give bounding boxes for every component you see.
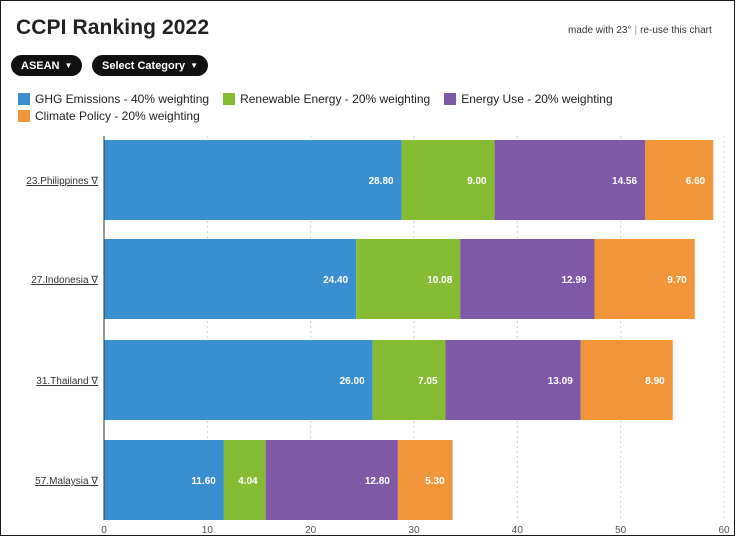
bar-segment[interactable]	[104, 340, 373, 420]
data-label: 5.30	[425, 476, 445, 487]
legend-swatch	[444, 92, 457, 105]
bar-segment[interactable]	[580, 340, 673, 420]
bar-segment[interactable]	[356, 239, 461, 319]
page-title: CCPI Ranking 2022	[16, 16, 210, 39]
bar-segment[interactable]	[104, 440, 224, 520]
data-label: 26.00	[340, 376, 365, 387]
bar-segment[interactable]	[104, 239, 357, 319]
category-label[interactable]: 57.Malaysia ∇	[35, 476, 98, 487]
link-separator: |	[634, 25, 638, 36]
bar-segment[interactable]	[401, 140, 495, 220]
data-label: 9.00	[467, 176, 487, 187]
legend-swatch	[18, 109, 30, 122]
bar-segment[interactable]	[372, 340, 446, 420]
bar-segment[interactable]	[494, 140, 646, 220]
legend-swatch	[223, 92, 236, 105]
data-label: 6.60	[686, 176, 706, 187]
data-label: 24.40	[323, 275, 348, 286]
header-links: made with 23° | re-use this chart	[568, 25, 712, 36]
data-label: 28.80	[369, 176, 394, 187]
bar-segment[interactable]	[594, 239, 695, 319]
x-tick-label: 30	[408, 525, 420, 536]
data-label: 12.99	[561, 275, 586, 286]
legend-item-renewable[interactable]: Renewable Energy - 20% weighting	[223, 91, 430, 106]
bar-segment[interactable]	[397, 440, 453, 520]
data-label: 13.09	[548, 376, 573, 387]
region-dropdown-label: ASEAN	[21, 59, 60, 72]
chevron-down-icon: ▼	[64, 61, 73, 70]
legend-label: Energy Use - 20% weighting	[461, 91, 613, 106]
data-label: 7.05	[418, 376, 438, 387]
data-label: 9.70	[667, 275, 687, 286]
data-label: 8.90	[645, 376, 665, 387]
made-with-link[interactable]: made with 23°	[568, 25, 632, 36]
x-tick-label: 0	[101, 525, 107, 536]
bar-segment[interactable]	[645, 140, 714, 220]
data-label: 10.08	[427, 275, 452, 286]
reuse-chart-link[interactable]: re-use this chart	[640, 25, 712, 36]
legend-item-energy-use[interactable]: Energy Use - 20% weighting	[444, 91, 613, 106]
data-label: 14.56	[612, 176, 637, 187]
legend-label: Renewable Energy - 20% weighting	[240, 91, 431, 106]
data-label: 12.80	[365, 476, 390, 487]
category-label[interactable]: 31.Thailand ∇	[36, 376, 98, 387]
region-dropdown[interactable]: ASEAN ▼	[11, 55, 83, 76]
category-label[interactable]: 23.Philippines ∇	[26, 176, 98, 187]
data-label: 11.60	[191, 476, 216, 487]
category-label[interactable]: 27.Indonesia ∇	[31, 275, 98, 286]
category-dropdown-label: Select Category	[102, 59, 186, 72]
legend-item-climate-policy[interactable]: Climate Policy - 20% weighting	[18, 108, 200, 123]
legend-label: Climate Policy - 20% weighting	[35, 108, 200, 123]
x-tick-label: 40	[512, 525, 524, 536]
chevron-down-icon: ▼	[190, 61, 199, 70]
legend: GHG Emissions - 40% weighting Renewable …	[18, 91, 668, 123]
x-tick-label: 50	[615, 525, 627, 536]
category-dropdown[interactable]: Select Category ▼	[92, 55, 209, 76]
x-tick-label: 10	[202, 525, 214, 536]
bar-segment[interactable]	[445, 340, 581, 420]
legend-label: GHG Emissions - 40% weighting	[35, 91, 210, 106]
bar-segment[interactable]	[265, 440, 398, 520]
bar-segment[interactable]	[460, 239, 595, 319]
x-tick-label: 60	[718, 525, 730, 536]
data-label: 4.04	[238, 476, 258, 487]
x-tick-label: 20	[305, 525, 317, 536]
legend-swatch	[18, 92, 30, 105]
legend-item-ghg[interactable]: GHG Emissions - 40% weighting	[18, 91, 209, 106]
bar-segment[interactable]	[104, 140, 402, 220]
bar-segment[interactable]	[223, 440, 266, 520]
